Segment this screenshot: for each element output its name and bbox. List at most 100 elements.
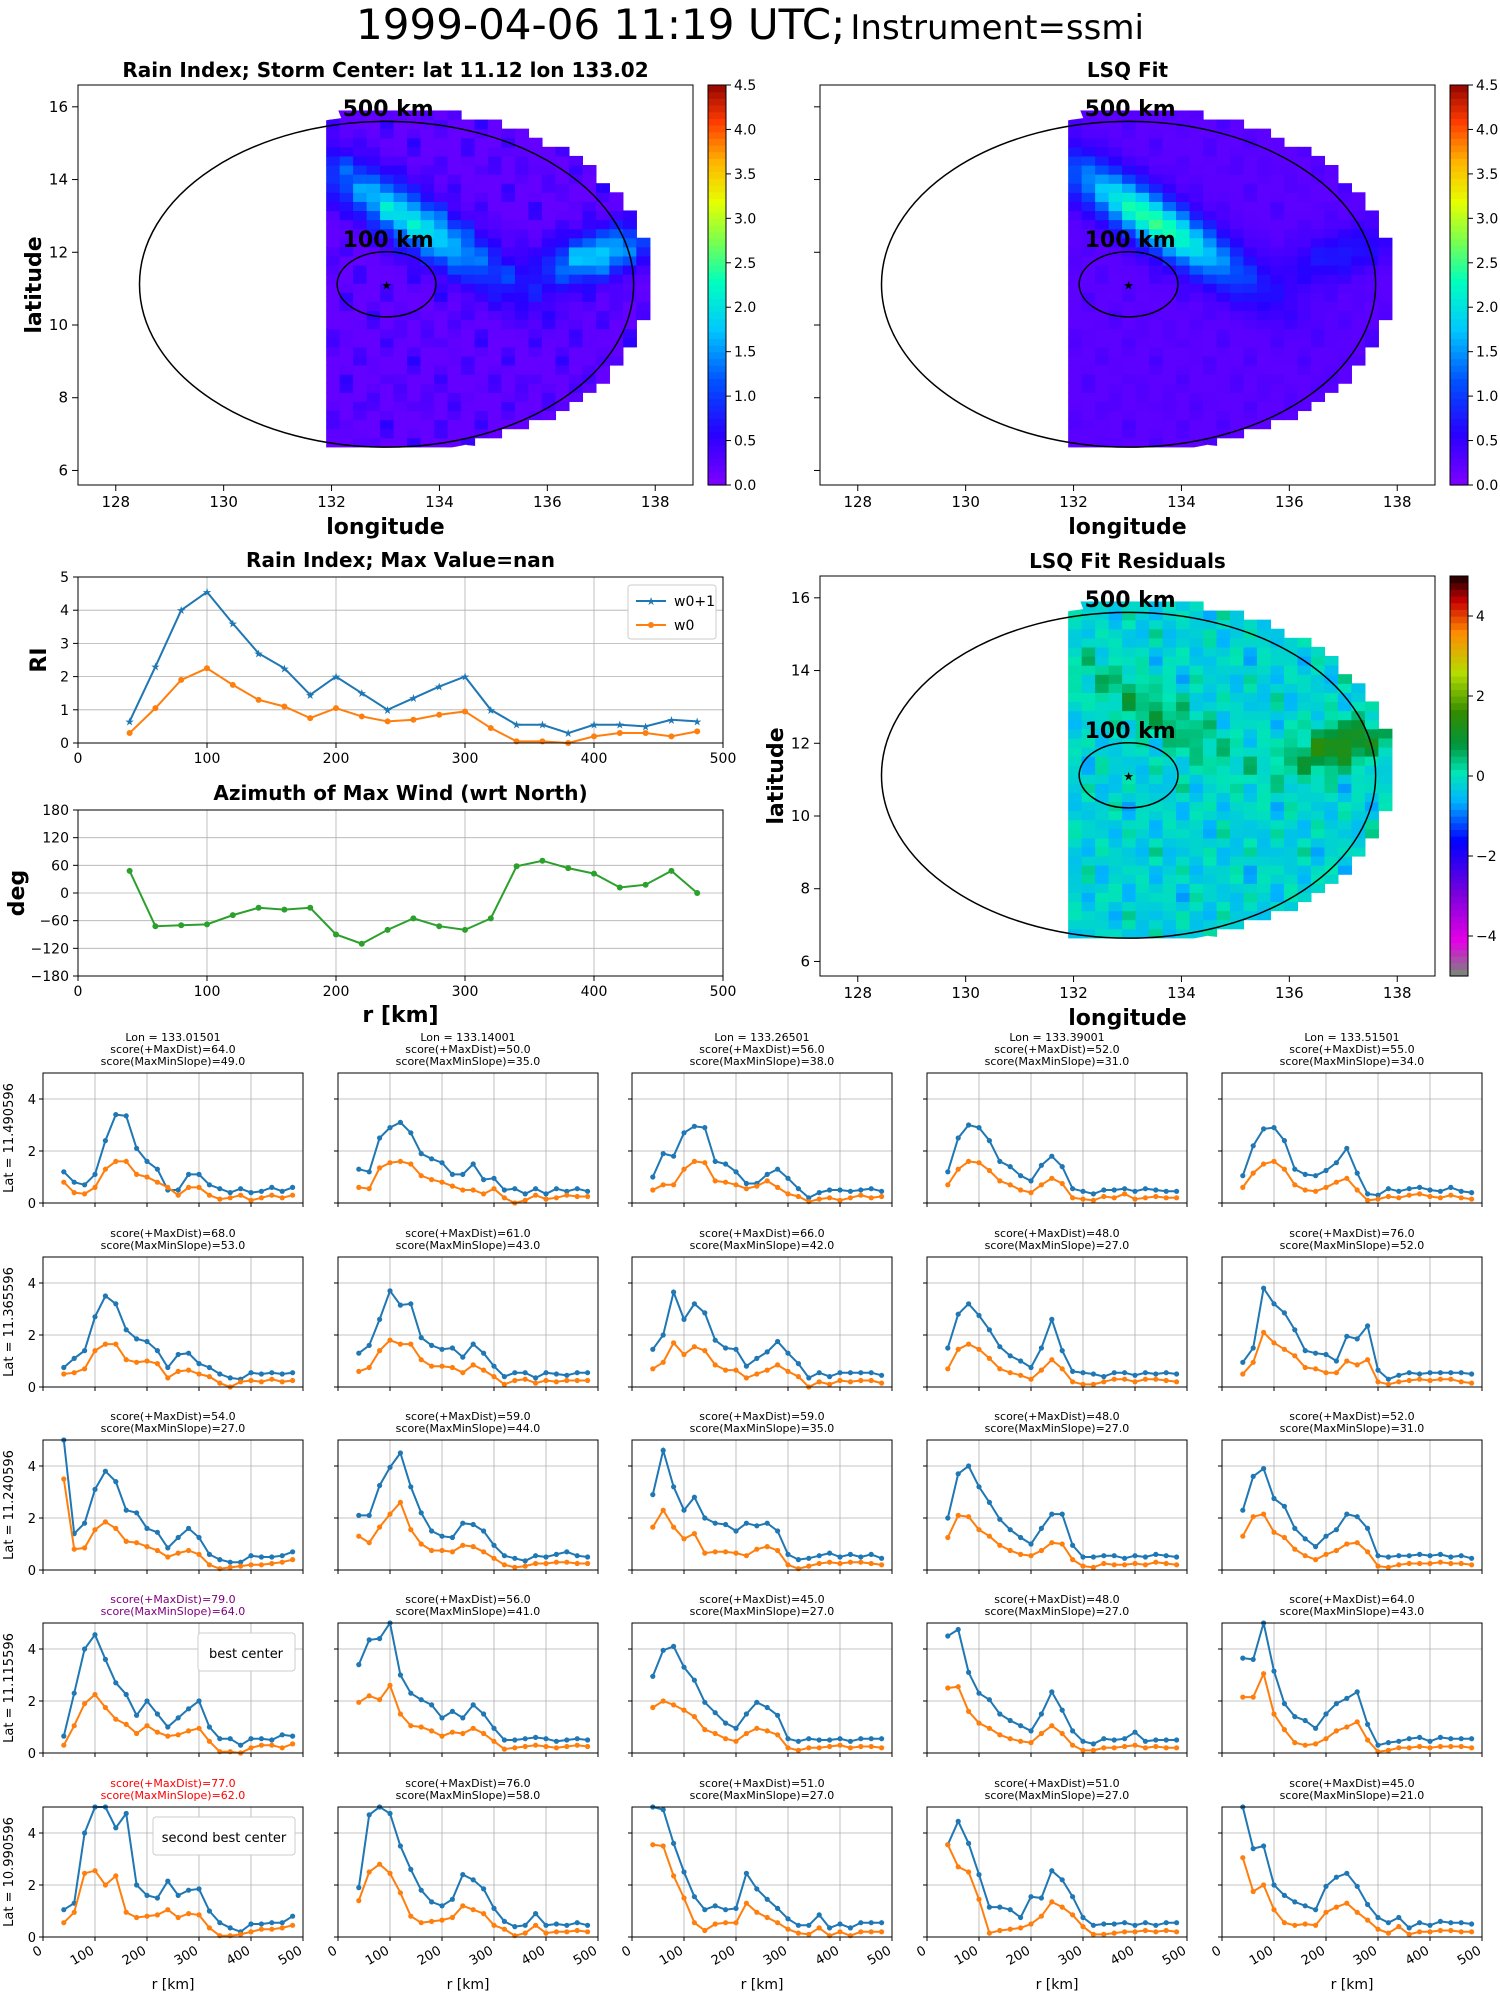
x-tick-label: 200: [323, 751, 350, 767]
map-title: LSQ Fit: [1087, 58, 1169, 82]
map-cell: [1176, 128, 1191, 139]
map-cell: [1149, 392, 1164, 402]
map-cell: [501, 274, 516, 284]
map-cell: [1351, 801, 1366, 812]
data-point: [1448, 1560, 1454, 1567]
map-cell: [393, 210, 408, 221]
map-cell: [474, 274, 489, 284]
series-line: [946, 1844, 1177, 1936]
x-tick-label: 300: [452, 984, 479, 1000]
colorbar-segment: [708, 291, 726, 299]
map-cell: [1203, 292, 1218, 302]
map-cell: [595, 328, 610, 339]
map-cell: [488, 392, 503, 402]
data-point: [986, 1355, 993, 1361]
data-point: [1292, 1166, 1298, 1172]
data-point: [775, 1547, 781, 1554]
map-cell: [461, 374, 476, 384]
map-frame: [77, 84, 694, 486]
map-cell: [1270, 846, 1285, 857]
panel-score-slope: score(MaxMinSlope)=41.0: [396, 1605, 541, 1618]
map-cell: [1324, 846, 1339, 857]
map-cell: [353, 319, 368, 330]
x-tick-label: 100: [194, 984, 221, 1000]
panel-lat-label: Lat = 11.240596: [2, 1450, 17, 1560]
map-cell: [1324, 746, 1339, 757]
data-point: [1302, 1348, 1308, 1354]
map-cell: [1256, 292, 1272, 302]
data-point: [397, 1711, 403, 1717]
map-cell: [1081, 283, 1096, 293]
data-point: [113, 1873, 119, 1879]
x-tick-label: 128: [843, 493, 872, 511]
map-cell: [1337, 710, 1352, 721]
data-point: [1070, 1542, 1076, 1548]
data-point: [785, 1551, 791, 1557]
storm-center-marker: ★: [381, 278, 392, 292]
data-point: [436, 711, 443, 718]
map-cell: [1283, 665, 1299, 675]
map-cell: [393, 301, 408, 312]
data-point: [585, 1377, 591, 1384]
data-point: [743, 1186, 750, 1192]
map-cell: [380, 255, 395, 266]
map-cell: [1283, 355, 1299, 366]
map-cell: [501, 283, 516, 293]
map-cell: [1135, 601, 1150, 612]
data-point: [290, 1922, 296, 1928]
data-point: [522, 1191, 528, 1197]
data-point: [460, 1872, 466, 1878]
map-cell: [1189, 146, 1204, 157]
map-cell: [501, 301, 516, 312]
map-cell: [1256, 192, 1272, 202]
map-cell: [447, 319, 462, 330]
map-cell: [1256, 137, 1272, 148]
data-point: [564, 1372, 570, 1378]
map-cell: [1068, 274, 1083, 284]
grid-panel: score(MaxMinSlope)=41.0score(+MaxDist)=5…: [334, 1593, 599, 1757]
series-line: [128, 667, 698, 745]
y-tick-label: 0: [60, 886, 69, 902]
map-cell: [1068, 265, 1083, 275]
map-cell: [1135, 383, 1150, 393]
map-cell: [1135, 819, 1150, 830]
map-cell: [1162, 692, 1177, 703]
map-cell: [1351, 719, 1366, 730]
map-cell: [1095, 128, 1110, 139]
data-point: [868, 1551, 874, 1557]
map-cell: [1162, 337, 1177, 348]
x-tick-label: 500: [1160, 1943, 1189, 1968]
data-point: [1344, 1870, 1350, 1876]
map-cell: [1189, 265, 1204, 275]
data-point: [175, 1550, 181, 1556]
data-point: [671, 1524, 677, 1530]
data-point: [279, 1553, 285, 1559]
data-point: [955, 1471, 961, 1477]
data-point: [1448, 1920, 1454, 1926]
data-point: [1049, 1175, 1055, 1181]
map-cell: [1162, 210, 1177, 221]
map-cell: [1149, 346, 1164, 357]
x-tick-label: 134: [1167, 493, 1196, 511]
data-point: [795, 1747, 802, 1753]
map-cell: [380, 283, 395, 293]
data-point: [1417, 1560, 1423, 1567]
colorbar-segment: [708, 205, 726, 213]
map-cell: [1351, 292, 1366, 302]
map-cell: [1337, 819, 1352, 830]
map-cell: [474, 174, 489, 184]
map-cell: [1230, 237, 1245, 248]
map-cell: [326, 328, 341, 339]
map-cell: [353, 128, 368, 139]
data-point: [743, 1730, 750, 1737]
map-cell: [461, 274, 476, 284]
map-cell: [541, 210, 557, 221]
data-point: [82, 1701, 88, 1707]
map-cell: [407, 174, 422, 184]
data-point: [616, 730, 623, 737]
map-cell: [1351, 192, 1366, 202]
data-point: ★: [666, 714, 676, 727]
data-point: [439, 1917, 445, 1923]
map-cell: [1243, 165, 1258, 175]
colorbar-tick-label: 2: [1476, 689, 1485, 705]
